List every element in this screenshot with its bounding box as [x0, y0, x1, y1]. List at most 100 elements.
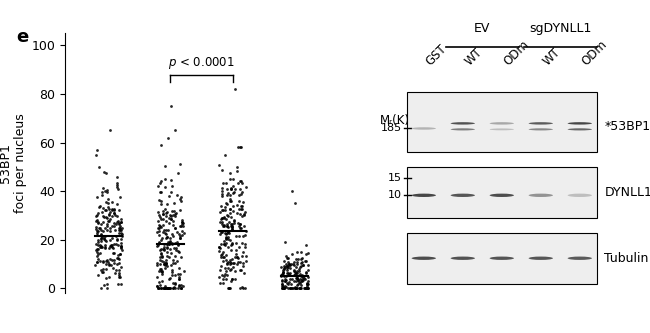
Point — [292, 275, 303, 280]
Point — [296, 264, 306, 269]
Point — [103, 274, 114, 280]
Point — [233, 259, 244, 264]
Point — [214, 281, 225, 286]
Point — [222, 244, 233, 249]
Point — [168, 258, 179, 263]
Point — [115, 274, 125, 280]
Point — [294, 285, 305, 291]
Point — [229, 260, 239, 265]
Point — [105, 216, 116, 222]
Point — [92, 230, 102, 235]
Point — [235, 285, 246, 291]
Point — [157, 259, 168, 264]
Point — [235, 259, 245, 264]
Point — [170, 213, 180, 218]
Point — [217, 207, 228, 212]
Point — [114, 226, 125, 231]
Point — [300, 285, 310, 291]
Point — [161, 236, 172, 241]
Y-axis label: 53BP1
foci per nucleus: 53BP1 foci per nucleus — [0, 113, 27, 213]
Point — [160, 184, 170, 190]
Point — [174, 231, 185, 236]
Point — [302, 282, 312, 287]
Point — [114, 260, 124, 265]
Point — [223, 230, 233, 235]
Point — [101, 189, 112, 195]
Point — [153, 225, 164, 230]
Point — [158, 285, 168, 291]
Point — [159, 247, 169, 252]
Point — [218, 249, 229, 254]
Point — [224, 231, 234, 236]
Point — [175, 235, 185, 241]
Point — [291, 278, 301, 283]
Point — [92, 147, 103, 153]
Point — [99, 207, 110, 212]
Point — [170, 273, 180, 278]
Point — [110, 227, 120, 233]
Point — [104, 206, 114, 212]
Point — [98, 219, 108, 224]
Point — [157, 272, 168, 277]
Point — [93, 243, 103, 248]
Point — [107, 213, 117, 219]
Point — [283, 279, 294, 284]
Point — [111, 221, 122, 227]
Point — [222, 213, 233, 218]
Point — [107, 208, 117, 213]
Point — [162, 209, 172, 214]
Point — [109, 206, 119, 212]
Point — [235, 186, 245, 192]
Point — [229, 189, 239, 195]
Point — [289, 267, 299, 272]
Point — [215, 267, 226, 273]
Point — [160, 206, 170, 211]
Point — [214, 274, 224, 279]
Point — [168, 260, 178, 265]
Point — [112, 256, 123, 261]
Point — [226, 224, 237, 229]
Point — [241, 253, 252, 259]
Point — [217, 220, 228, 225]
Point — [227, 276, 237, 282]
Point — [296, 272, 307, 278]
Point — [172, 192, 183, 198]
Point — [290, 271, 300, 276]
Point — [175, 233, 185, 239]
Point — [241, 258, 252, 263]
Point — [281, 261, 291, 267]
Point — [214, 232, 225, 237]
Point — [116, 244, 126, 249]
Point — [154, 232, 164, 237]
Text: DYNLL1: DYNLL1 — [604, 186, 650, 199]
Point — [90, 241, 101, 246]
Point — [221, 235, 231, 240]
Point — [229, 218, 239, 224]
Point — [226, 222, 237, 227]
Point — [108, 265, 118, 270]
Point — [233, 223, 244, 229]
Point — [159, 241, 169, 246]
Point — [222, 260, 233, 266]
Point — [296, 256, 306, 261]
Point — [294, 269, 304, 274]
Point — [298, 275, 309, 280]
Point — [295, 285, 306, 291]
Point — [105, 237, 115, 242]
Point — [279, 258, 289, 263]
Point — [153, 225, 163, 230]
Point — [93, 211, 103, 216]
Point — [178, 224, 188, 229]
Point — [226, 261, 236, 266]
Point — [161, 227, 171, 232]
Point — [240, 210, 250, 215]
Point — [297, 278, 307, 284]
Point — [176, 224, 186, 229]
Point — [232, 165, 242, 170]
Point — [102, 215, 112, 220]
Point — [277, 285, 287, 291]
Point — [290, 200, 300, 206]
Point — [292, 250, 302, 255]
Point — [161, 241, 172, 246]
Point — [161, 263, 172, 268]
